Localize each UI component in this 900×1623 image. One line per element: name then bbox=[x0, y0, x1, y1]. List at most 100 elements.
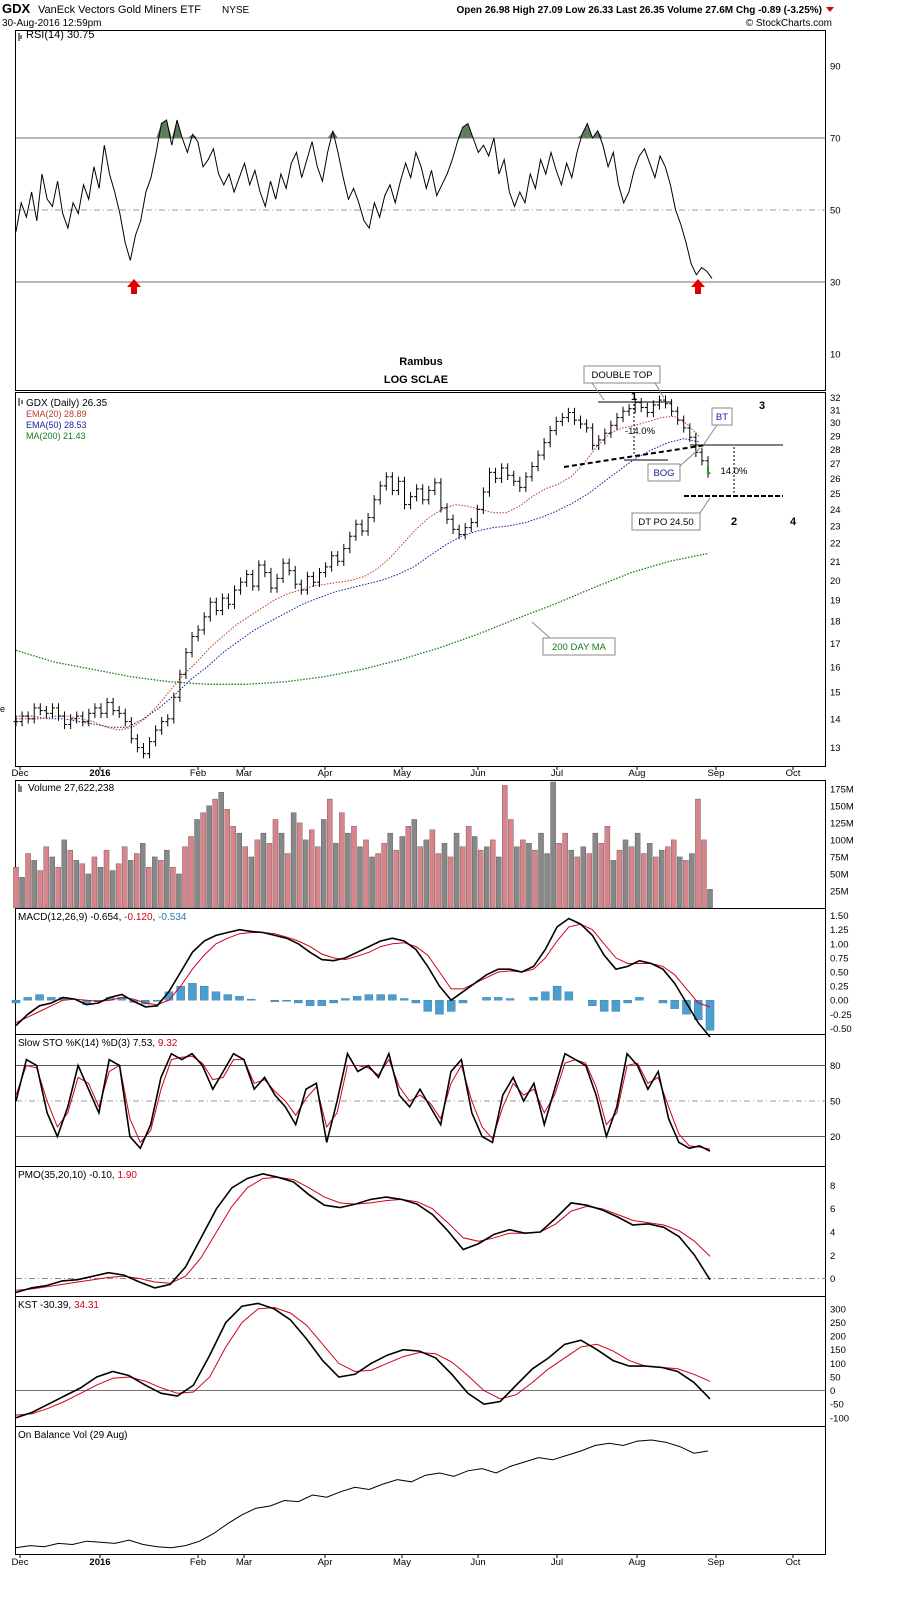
volume-bar bbox=[351, 826, 357, 909]
volume-bar bbox=[616, 849, 623, 909]
pmo-title: PMO(35,20,10) -0.10, 1.90 bbox=[18, 1170, 137, 1181]
kst-line bbox=[15, 1302, 711, 1419]
volume-bar bbox=[586, 853, 592, 909]
volume-bar bbox=[477, 849, 484, 909]
volume-bar bbox=[176, 873, 182, 909]
overbought-fill bbox=[187, 134, 193, 138]
bt-box bbox=[711, 407, 733, 426]
volume-tick-label: 50M bbox=[830, 869, 849, 880]
ema50-line bbox=[16, 438, 701, 728]
volume-bar bbox=[471, 836, 478, 909]
volume-bar bbox=[532, 849, 538, 909]
red-arrow-icon bbox=[127, 279, 141, 294]
volume-title: Volume 27,622,238 bbox=[28, 783, 115, 794]
volume-bar bbox=[37, 870, 43, 909]
volume-bar bbox=[646, 843, 653, 909]
pmo-axis: 0 2 4 6 8 bbox=[16, 1181, 835, 1285]
volume-bar bbox=[290, 812, 297, 909]
left-edge-mark: e bbox=[0, 704, 5, 714]
dt-po-box bbox=[631, 512, 701, 531]
double-top-label: DOUBLE TOP bbox=[592, 370, 653, 381]
month-label: Mar bbox=[236, 1557, 252, 1568]
volume-bar bbox=[182, 846, 188, 909]
volume-bar bbox=[677, 856, 683, 909]
volume-bar bbox=[55, 866, 61, 909]
price-title: GDX (Daily) 26.35 bbox=[26, 398, 108, 409]
volume-bar bbox=[689, 853, 695, 909]
volume-bar bbox=[302, 839, 309, 909]
volume-tick-label: 75M bbox=[830, 852, 849, 863]
macd-hist-bar bbox=[423, 1000, 432, 1012]
price-tick-label: 14 bbox=[830, 714, 841, 725]
overbought-fill bbox=[161, 120, 167, 138]
pmo-line bbox=[15, 1172, 711, 1294]
volume-bar bbox=[659, 849, 665, 909]
volume-bar bbox=[628, 846, 635, 909]
macd-hist-bar bbox=[211, 991, 221, 1001]
volume-bar bbox=[31, 860, 37, 909]
month-label: Sep bbox=[708, 1557, 725, 1568]
volume-bar bbox=[49, 856, 55, 909]
macd-title-hist: -0.534 bbox=[158, 912, 187, 923]
rsi-line bbox=[15, 119, 713, 279]
volume-bar bbox=[556, 843, 562, 909]
volume-bar bbox=[212, 798, 218, 909]
macd-hist-bar bbox=[176, 985, 185, 1001]
volume-bar bbox=[453, 832, 460, 909]
macd-hist-bar bbox=[235, 996, 244, 1001]
macd-tick-label: -0.50 bbox=[830, 1024, 852, 1035]
kst-signal-line bbox=[15, 1306, 711, 1416]
volume-bar bbox=[315, 846, 321, 909]
volume-bar bbox=[266, 843, 273, 909]
volume-bar bbox=[441, 843, 448, 909]
volume-bar bbox=[260, 832, 267, 909]
macd-title-signal: -0.120 bbox=[124, 912, 153, 923]
macd-hist-bar bbox=[482, 997, 491, 1001]
macd-hist-bar bbox=[11, 1000, 21, 1004]
dt-po-pointer bbox=[699, 497, 711, 514]
macd-hist-bar bbox=[411, 1000, 421, 1004]
axis-tick-label: 150 bbox=[830, 1345, 846, 1356]
kst-title-main: KST -30.39, bbox=[18, 1300, 74, 1311]
pmo-panel: 0 2 4 6 8 PMO(35,20,10) -0.10, 1.90 bbox=[15, 1170, 835, 1294]
macd-title-main: MACD(12,26,9) -0.654, bbox=[18, 912, 124, 923]
price-tick-label: 26 bbox=[830, 474, 841, 485]
volume-bar bbox=[121, 846, 128, 909]
volume-bar bbox=[387, 832, 393, 909]
volume-bar bbox=[79, 863, 86, 909]
macd-tick-label: 1.00 bbox=[830, 939, 849, 950]
volume-bar bbox=[634, 832, 641, 909]
macd-tick-label: 0.50 bbox=[830, 968, 849, 979]
macd-hist-bar bbox=[705, 1000, 715, 1031]
neckline bbox=[563, 444, 707, 468]
macd-hist-bar bbox=[494, 997, 503, 1001]
axis-tick-label: 300 bbox=[830, 1304, 846, 1315]
price-tick-label: 17 bbox=[830, 639, 841, 650]
overbought-fill bbox=[597, 130, 603, 138]
overbought-fill bbox=[192, 134, 198, 138]
macd-title-sep: , bbox=[153, 912, 159, 923]
ma200-pointer bbox=[531, 621, 551, 639]
volume-tick-label: 25M bbox=[830, 886, 849, 897]
month-label: Apr bbox=[318, 768, 333, 779]
volume-bar bbox=[333, 843, 339, 909]
volume-bar bbox=[327, 798, 333, 909]
axis-tick-label: 250 bbox=[830, 1318, 846, 1329]
macd-hist-bar bbox=[200, 985, 209, 1001]
volume-bar bbox=[598, 843, 605, 909]
price-panel-frame bbox=[15, 392, 826, 767]
volume-bar bbox=[423, 839, 430, 909]
volume-bar bbox=[429, 829, 436, 909]
sto-axis: 20 50 80 bbox=[16, 1061, 841, 1143]
macd-hist-bar bbox=[564, 991, 574, 1001]
volume-bar bbox=[188, 836, 194, 909]
macd-title: MACD(12,26,9) -0.654, -0.120, -0.534 bbox=[18, 912, 187, 923]
volume-bar bbox=[296, 822, 303, 909]
macd-hist-bar bbox=[623, 1000, 632, 1004]
macd-tick-label: 1.50 bbox=[830, 911, 849, 922]
annotation-rambus: Rambus bbox=[399, 356, 442, 368]
rsi-grid: 10 30 50 70 90 bbox=[16, 62, 841, 361]
ma200-line bbox=[15, 552, 709, 685]
volume-bar bbox=[91, 856, 98, 909]
volume-bar bbox=[200, 812, 206, 909]
